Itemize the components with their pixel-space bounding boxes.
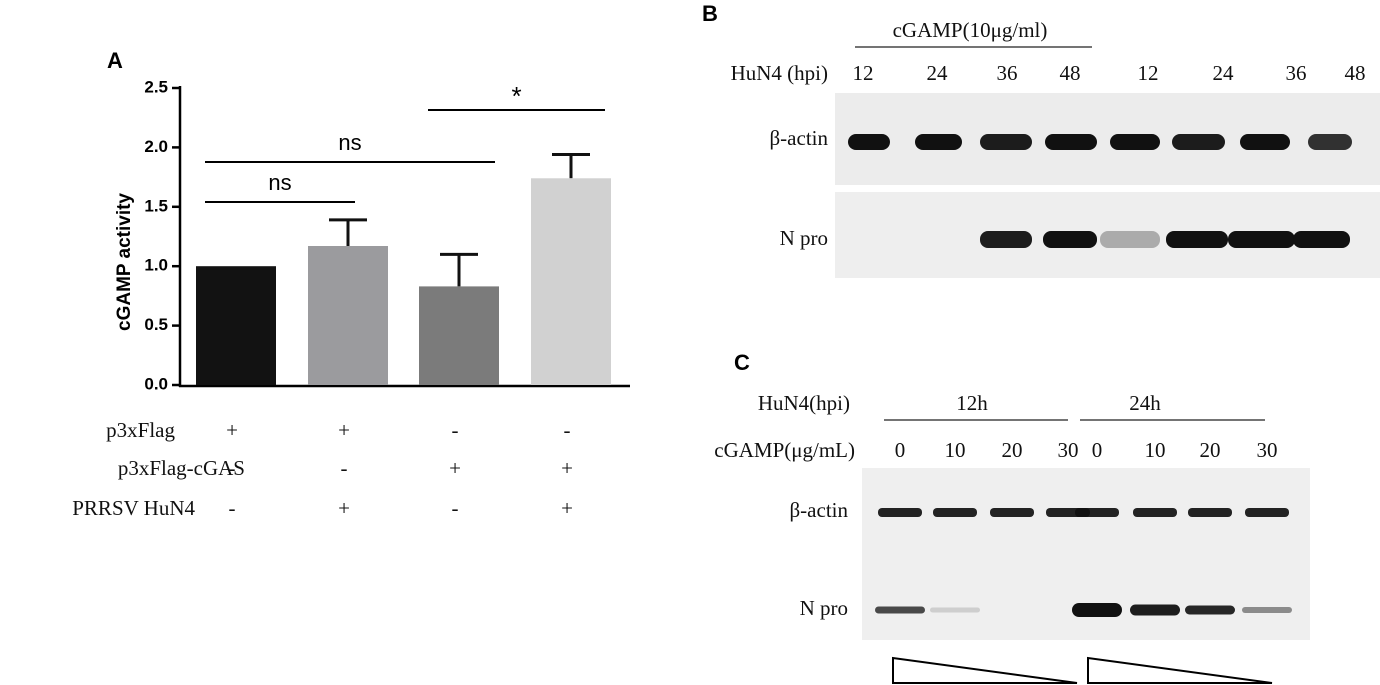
- condition-sign: -: [229, 456, 236, 480]
- band: [933, 508, 977, 517]
- band: [1185, 605, 1235, 615]
- y-tick-label: 0.5: [144, 315, 168, 334]
- gradient-wedge: [892, 656, 1078, 684]
- y-tick-label: 0.0: [144, 374, 168, 393]
- condition-label: p3xFlag-cGAS: [118, 456, 245, 480]
- timepoint: 48: [1345, 61, 1366, 85]
- condition-label: p3xFlag: [106, 418, 175, 442]
- panel-label: C: [734, 350, 750, 375]
- band: [1072, 603, 1122, 617]
- band: [980, 134, 1032, 150]
- condition-sign: -: [564, 418, 571, 442]
- significance-label: *: [511, 81, 521, 111]
- y-tick-label: 2.5: [144, 77, 168, 96]
- band: [1228, 231, 1295, 248]
- dose: 20: [1200, 438, 1221, 462]
- significance-label: ns: [338, 130, 361, 155]
- band: [1188, 508, 1232, 517]
- bar: [419, 286, 499, 385]
- dose: 30: [1058, 438, 1079, 462]
- condition-sign: +: [561, 496, 573, 520]
- band: [1100, 231, 1160, 248]
- condition-sign: -: [341, 456, 348, 480]
- band: [1172, 134, 1225, 150]
- band-label: N pro: [800, 596, 848, 620]
- band: [1043, 231, 1097, 248]
- dose-label: cGAMP(μg/mL): [714, 438, 855, 462]
- panel-label: A: [107, 48, 123, 73]
- band-label: β-actin: [770, 126, 829, 150]
- band-label: N pro: [780, 226, 828, 250]
- y-tick-label: 1.0: [144, 256, 168, 275]
- dose: 20: [1002, 438, 1023, 462]
- band: [878, 508, 922, 517]
- bar: [531, 178, 611, 385]
- band: [1166, 231, 1228, 248]
- row-label: HuN4 (hpi): [731, 61, 828, 85]
- band: [1245, 508, 1289, 517]
- group-label: 24h: [1129, 391, 1161, 415]
- band: [1130, 604, 1180, 616]
- band: [875, 606, 925, 614]
- treatment-label: cGAMP(10μg/ml): [893, 18, 1048, 42]
- dose: 10: [945, 438, 966, 462]
- band: [1110, 134, 1160, 150]
- band: [1075, 508, 1119, 517]
- timepoint: 36: [997, 61, 1018, 85]
- timepoint: 12: [1138, 61, 1159, 85]
- condition-label: PRRSV HuN4: [72, 496, 195, 520]
- condition-sign: +: [338, 496, 350, 520]
- band: [1293, 231, 1350, 248]
- condition-sign: +: [338, 418, 350, 442]
- band: [930, 607, 980, 613]
- bar: [196, 266, 276, 385]
- condition-sign: +: [226, 418, 238, 442]
- band: [915, 134, 962, 150]
- condition-sign: -: [452, 496, 459, 520]
- gradient-wedge: [1087, 656, 1273, 684]
- dose: 0: [895, 438, 906, 462]
- dose: 30: [1257, 438, 1278, 462]
- y-tick-label: 2.0: [144, 137, 168, 156]
- condition-sign: +: [449, 456, 461, 480]
- y-axis-label: cGAMP activity: [114, 193, 135, 331]
- significance-label: ns: [268, 170, 291, 195]
- band: [1133, 508, 1177, 517]
- band: [1045, 134, 1097, 150]
- y-tick-label: 1.5: [144, 196, 168, 215]
- dose: 0: [1092, 438, 1103, 462]
- band: [990, 508, 1034, 517]
- timepoint: 24: [1213, 61, 1235, 85]
- band: [848, 134, 890, 150]
- band: [1242, 607, 1292, 613]
- timepoint: 12: [853, 61, 874, 85]
- band-label: β-actin: [790, 498, 849, 522]
- timepoint: 24: [927, 61, 949, 85]
- band: [1308, 134, 1352, 150]
- group-label: 12h: [956, 391, 988, 415]
- row-label: HuN4(hpi): [758, 391, 850, 415]
- dose: 10: [1145, 438, 1166, 462]
- band: [1240, 134, 1290, 150]
- condition-sign: -: [229, 496, 236, 520]
- panel-label: B: [702, 1, 718, 26]
- timepoint: 36: [1286, 61, 1307, 85]
- band: [980, 231, 1032, 248]
- condition-sign: +: [561, 456, 573, 480]
- bar: [308, 246, 388, 385]
- timepoint: 48: [1060, 61, 1081, 85]
- condition-sign: -: [452, 418, 459, 442]
